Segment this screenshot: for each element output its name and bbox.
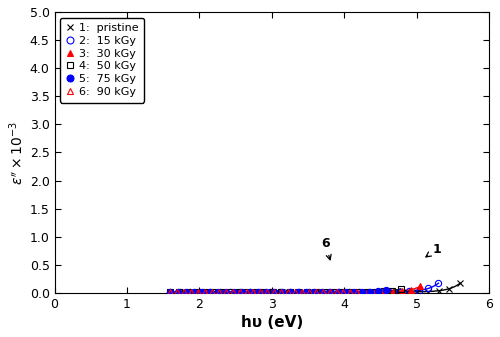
Y-axis label: $\varepsilon''\times10^{-3}$: $\varepsilon''\times10^{-3}$	[7, 120, 26, 185]
Text: 6: 6	[321, 237, 331, 260]
Text: 1: 1	[426, 243, 442, 257]
X-axis label: hυ (eV): hυ (eV)	[240, 315, 303, 330]
Legend: 1:  pristine, 2:  15 kGy, 3:  30 kGy, 4:  50 kGy, 5:  75 kGy, 6:  90 kGy: 1: pristine, 2: 15 kGy, 3: 30 kGy, 4: 50…	[60, 18, 144, 102]
